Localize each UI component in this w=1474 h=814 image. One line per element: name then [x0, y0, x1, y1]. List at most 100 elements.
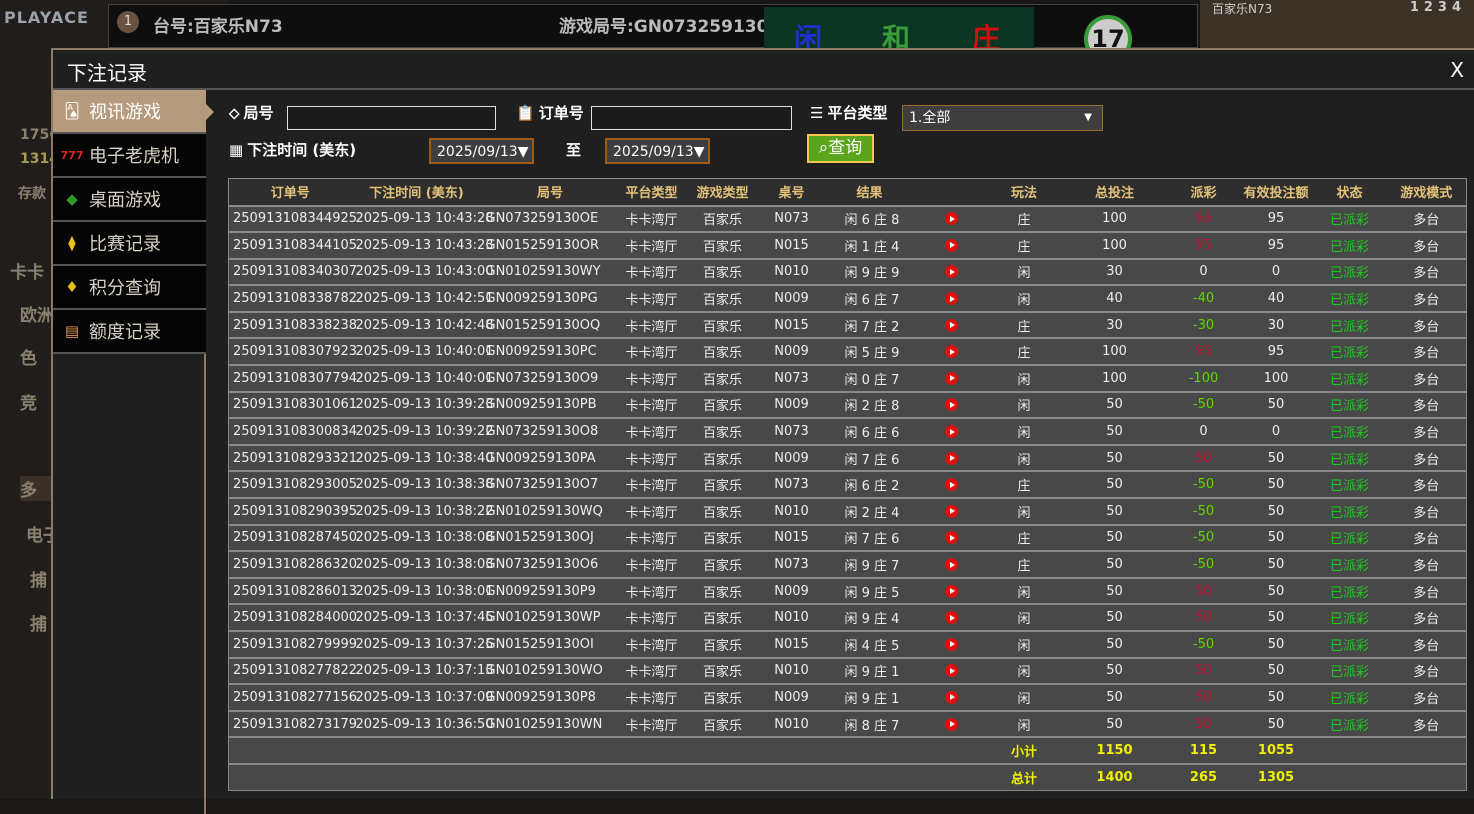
- bg-table-label: 台号:百家乐N73: [153, 17, 283, 37]
- bet-type-cell: 庄: [986, 523, 1062, 552]
- sidebar-item-credit-records[interactable]: ▤ 额度记录: [53, 310, 206, 354]
- replay-cell[interactable]: [916, 310, 987, 339]
- round-id-cell: GN010259130WQ: [481, 497, 619, 525]
- game-type-cell: 百家乐: [684, 709, 761, 738]
- sidebar-item-table-games[interactable]: ◆ 桌面游戏: [53, 178, 206, 222]
- column-header: 订单号: [228, 178, 352, 206]
- payout-cell: 50: [1167, 656, 1240, 685]
- round-id-cell: GN010259130WN: [481, 709, 619, 738]
- order-id-cell: 250913108284000: [228, 603, 357, 631]
- play-replay-icon[interactable]: [945, 318, 958, 332]
- replay-cell[interactable]: [916, 630, 987, 658]
- play-replay-icon[interactable]: [945, 717, 958, 731]
- sidebar-item-label: 额度记录: [89, 322, 161, 343]
- round-input[interactable]: [287, 106, 496, 130]
- payout-cell: 50: [1167, 576, 1240, 605]
- replay-cell[interactable]: [916, 337, 987, 366]
- replay-cell[interactable]: [916, 709, 987, 738]
- play-replay-icon[interactable]: [945, 212, 958, 226]
- total-bet-cell: 50: [1061, 683, 1168, 711]
- play-replay-icon[interactable]: [945, 611, 958, 625]
- search-icon: ⌕: [818, 138, 829, 158]
- replay-cell[interactable]: [916, 656, 987, 685]
- game-mode-cell: 多台: [1386, 523, 1467, 552]
- play-replay-icon[interactable]: [945, 664, 958, 678]
- bet-time-cell: 2025-09-13 10:38:03: [351, 550, 494, 578]
- play-replay-icon[interactable]: [945, 371, 958, 385]
- play-replay-icon[interactable]: [945, 265, 958, 279]
- replay-cell[interactable]: [916, 284, 987, 312]
- play-replay-icon[interactable]: [945, 504, 958, 518]
- sidebar-item-label: 桌面游戏: [89, 190, 161, 211]
- game-type-cell: 百家乐: [684, 603, 761, 631]
- total_bet-cell: 1400: [1061, 762, 1168, 791]
- play-replay-icon[interactable]: [945, 238, 958, 252]
- date-to-select[interactable]: 2025/09/13▼: [605, 138, 710, 164]
- sidebar-item-match-records[interactable]: ⧫ 比赛记录: [53, 222, 206, 266]
- total-bet-cell: 100: [1061, 364, 1168, 392]
- payout-cell: 95: [1167, 231, 1240, 259]
- ticket-icon: ⧫: [68, 234, 76, 252]
- replay-cell[interactable]: [916, 576, 987, 605]
- empty-cell: [228, 762, 987, 791]
- play-replay-icon[interactable]: [945, 451, 958, 465]
- replay-cell[interactable]: [916, 497, 987, 525]
- replay-cell[interactable]: [916, 523, 987, 552]
- sidebar-item-live-games[interactable]: 🂡 视讯游戏: [53, 90, 214, 134]
- result-cell: 闲 9 庄 1: [822, 656, 917, 685]
- bet-type-cell: 闲: [986, 443, 1062, 472]
- order-input[interactable]: [591, 106, 792, 130]
- valid-bet-cell: 50: [1239, 390, 1313, 419]
- replay-cell[interactable]: [916, 204, 987, 233]
- platform-cell: 卡卡湾厅: [618, 310, 685, 339]
- replay-cell[interactable]: [916, 417, 987, 445]
- play-replay-icon[interactable]: [945, 398, 958, 412]
- replay-cell[interactable]: [916, 470, 987, 499]
- play-replay-icon[interactable]: [945, 637, 958, 651]
- game-mode-cell: 多台: [1386, 656, 1467, 685]
- replay-cell[interactable]: [916, 257, 987, 286]
- result-cell: 闲 9 庄 7: [822, 550, 917, 578]
- order-id-cell: 250913108340307: [228, 257, 357, 286]
- round-id-cell: GN015259130OQ: [481, 310, 619, 339]
- result-cell: 闲 7 庄 6: [822, 523, 917, 552]
- platform-filter-label: ☰ 平台类型: [810, 102, 887, 123]
- table-id-cell: N010: [760, 656, 823, 685]
- table-id-cell: N073: [760, 364, 823, 392]
- round-id-cell: GN010259130WP: [481, 603, 619, 631]
- play-replay-icon[interactable]: [945, 584, 958, 598]
- order-id-cell: 250913108279999: [228, 630, 357, 658]
- order-id-cell: 250913108273179: [228, 709, 357, 738]
- query-button[interactable]: ⌕查询: [807, 134, 874, 163]
- close-button[interactable]: X: [1450, 58, 1464, 82]
- game-mode-cell: 多台: [1386, 390, 1467, 419]
- play-replay-icon[interactable]: [945, 478, 958, 492]
- replay-cell[interactable]: [916, 364, 987, 392]
- platform-select[interactable]: 1.全部 ▼: [902, 105, 1103, 131]
- replay-cell[interactable]: [916, 231, 987, 259]
- column-header: 平台类型: [618, 178, 685, 206]
- replay-cell[interactable]: [916, 550, 987, 578]
- result-cell: 闲 1 庄 4: [822, 231, 917, 259]
- play-replay-icon[interactable]: [945, 292, 958, 306]
- sidebar-item-slots[interactable]: 777 电子老虎机: [53, 134, 206, 178]
- play-replay-icon[interactable]: [945, 690, 958, 704]
- replay-cell[interactable]: [916, 390, 987, 419]
- bet-type-cell: 闲: [986, 603, 1062, 631]
- replay-cell[interactable]: [916, 443, 987, 472]
- valid-bet-cell: 95: [1239, 204, 1313, 233]
- play-replay-icon[interactable]: [945, 558, 958, 572]
- platform-cell: 卡卡湾厅: [618, 470, 685, 499]
- sidebar-item-points[interactable]: ♦ 积分查询: [53, 266, 206, 310]
- bet-type-cell: 闲: [986, 630, 1062, 658]
- replay-cell[interactable]: [916, 683, 987, 711]
- play-replay-icon[interactable]: [945, 425, 958, 439]
- play-replay-icon[interactable]: [945, 345, 958, 359]
- order-id-cell: 250913108307923: [228, 337, 357, 366]
- result-cell: 闲 7 庄 2: [822, 310, 917, 339]
- date-from-select[interactable]: 2025/09/13▼: [429, 138, 534, 164]
- replay-cell[interactable]: [916, 603, 987, 631]
- game-type-cell: 百家乐: [684, 364, 761, 392]
- valid-bet-cell: 50: [1239, 603, 1313, 631]
- play-replay-icon[interactable]: [945, 531, 958, 545]
